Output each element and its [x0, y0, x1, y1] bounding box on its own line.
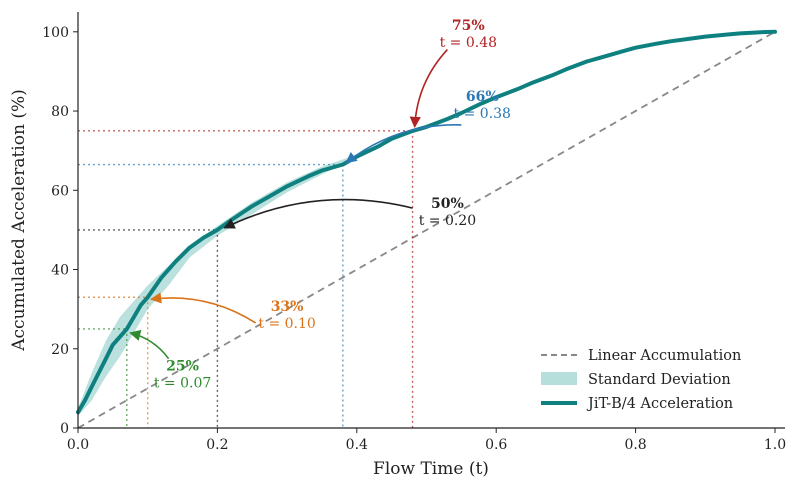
y-tick-label: 40 — [51, 263, 69, 279]
legend-std-label: Standard Deviation — [588, 372, 731, 388]
x-axis-label: Flow Time (t) — [373, 459, 489, 479]
y-tick-label: 0 — [60, 421, 69, 437]
annotation-arrow-3 — [223, 198, 413, 229]
x-tick-label: 0.8 — [624, 437, 646, 453]
legend-main-label: JiT-B/4 Acceleration — [586, 396, 733, 412]
x-tick-label: 0.2 — [206, 437, 228, 453]
annotation-t-1: t = 0.07 — [154, 375, 211, 391]
x-tick-label: 1.0 — [764, 437, 786, 453]
y-axis-label: Accumulated Acceleration (%) — [9, 89, 29, 352]
annotation-t-3: t = 0.20 — [419, 213, 476, 229]
annotation-percent-4: 66% — [466, 89, 499, 105]
annotation-arrow-2 — [150, 292, 257, 324]
annotation-t-5: t = 0.48 — [440, 35, 497, 51]
legend-linear-label: Linear Accumulation — [588, 348, 741, 364]
acceleration-line — [76, 29, 777, 415]
annotation-percent-1: 25% — [166, 358, 199, 374]
annotation-arrow-4 — [345, 124, 462, 164]
annotation-percent-2: 33% — [271, 299, 304, 315]
annotation-percent-5: 75% — [452, 18, 485, 34]
x-ticks: 0.0 0.2 0.4 0.6 0.8 1.0 — [67, 428, 786, 453]
x-tick-label: 0.4 — [346, 437, 368, 453]
y-tick-label: 80 — [51, 104, 69, 120]
y-tick-label: 100 — [42, 25, 69, 41]
x-tick-label: 0.0 — [67, 437, 89, 453]
annotation-arrow-5 — [409, 49, 448, 129]
legend-std-swatch — [541, 372, 577, 385]
annotation-arrow-1 — [129, 329, 170, 360]
y-tick-label: 60 — [51, 183, 69, 199]
y-tick-label: 20 — [51, 342, 69, 358]
legend: Linear Accumulation Standard Deviation J… — [541, 348, 741, 412]
linear-accumulation-line — [77, 31, 776, 429]
y-ticks: 0 20 40 60 80 100 — [42, 25, 78, 437]
annotation-t-4: t = 0.38 — [454, 106, 511, 122]
annotation-t-2: t = 0.10 — [258, 316, 315, 332]
annotation-percent-3: 50% — [431, 196, 464, 212]
plot-area — [76, 29, 777, 429]
x-tick-label: 0.6 — [485, 437, 507, 453]
